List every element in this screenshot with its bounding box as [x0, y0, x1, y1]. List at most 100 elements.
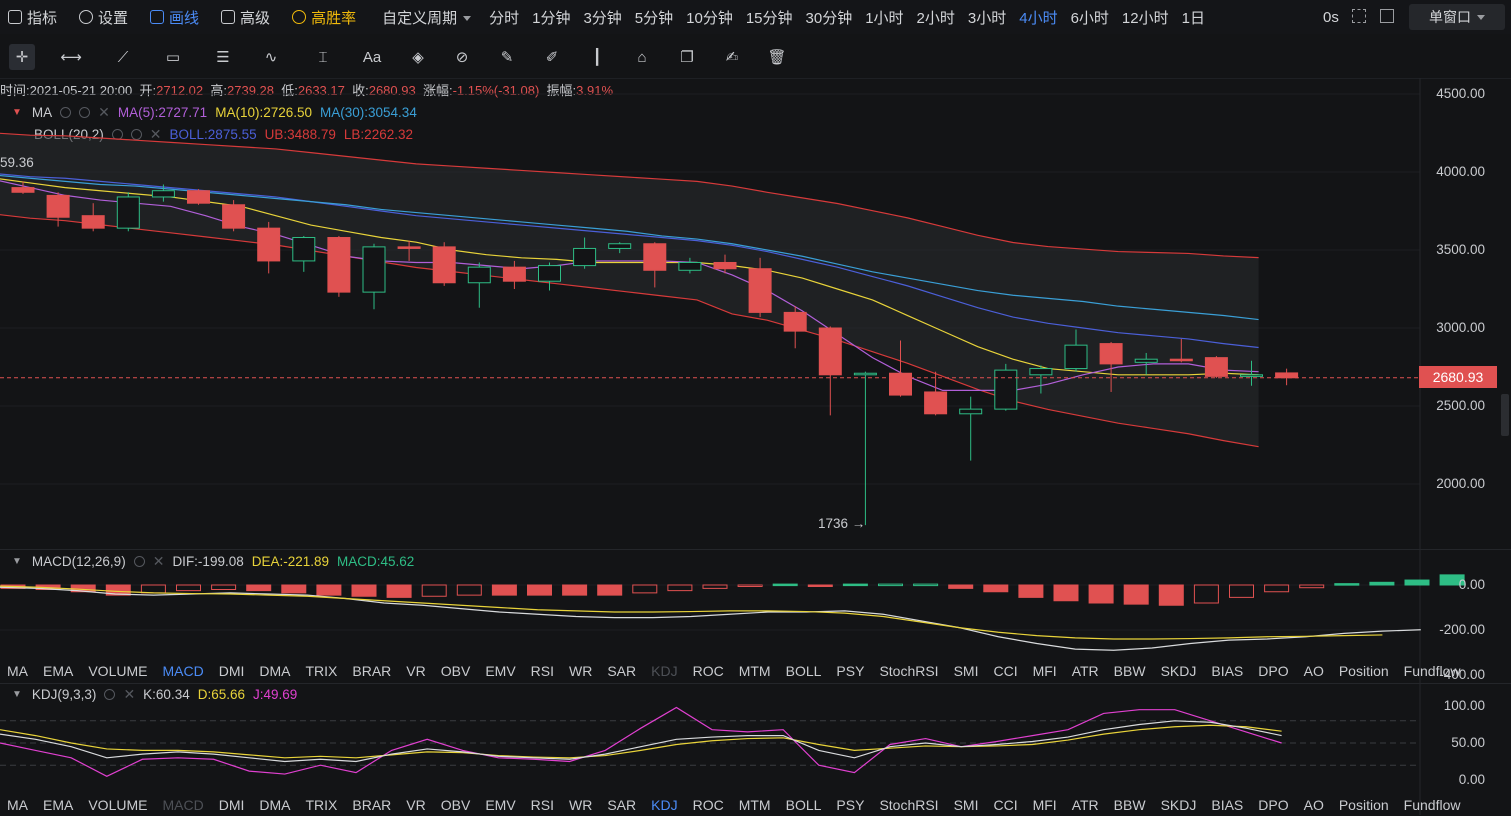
indicator-tab-mtm[interactable]: MTM — [738, 663, 771, 679]
indicator-tab-bbw[interactable]: BBW — [1113, 797, 1146, 813]
indicator-tab-atr[interactable]: ATR — [1071, 797, 1099, 813]
period-3[interactable]: 5分钟 — [634, 9, 674, 27]
copy-tool-icon[interactable]: ❐ — [680, 49, 694, 66]
lock-tool-icon[interactable]: ⌂ — [637, 48, 647, 66]
indicator-tab-vr[interactable]: VR — [406, 797, 426, 813]
wave-tool-icon[interactable]: ∿ — [264, 49, 278, 66]
indicator-tab-ma[interactable]: MA — [7, 797, 28, 813]
fullscreen-icon[interactable] — [1352, 9, 1366, 23]
period-4[interactable]: 10分钟 — [686, 9, 733, 27]
popout-icon[interactable] — [1380, 9, 1394, 23]
winrate-button[interactable]: 高胜率 — [292, 7, 356, 28]
indicator-tab-volume[interactable]: VOLUME — [88, 663, 148, 679]
custom-period-dropdown[interactable]: 自定义周期 — [382, 7, 472, 28]
indicator-tab-wr[interactable]: WR — [569, 663, 593, 679]
indicator-tab-mfi[interactable]: MFI — [1032, 797, 1057, 813]
edit-tool-icon[interactable]: ✍ — [725, 49, 739, 66]
indicator-tab-mfi[interactable]: MFI — [1032, 663, 1057, 679]
highlighter-tool-icon[interactable]: ✐ — [545, 49, 559, 66]
period-1[interactable]: 1分钟 — [532, 9, 571, 27]
period-10[interactable]: 4小时 — [1019, 9, 1058, 27]
period-7[interactable]: 1小时 — [865, 9, 904, 27]
indicator-tab-trix[interactable]: TRIX — [305, 663, 338, 679]
magnet-tool-icon[interactable]: ⊘ — [455, 49, 469, 66]
indicator-tab-dpo[interactable]: DPO — [1258, 797, 1289, 813]
indicator-tab-atr[interactable]: ATR — [1071, 663, 1099, 679]
indicator-tab-skdj[interactable]: SKDJ — [1160, 663, 1197, 679]
period-12[interactable]: 12小时 — [1121, 9, 1169, 27]
period-11[interactable]: 6小时 — [1070, 9, 1109, 27]
rectangle-tool-icon[interactable]: ▭ — [165, 49, 181, 66]
indicator-tab-psy[interactable]: PSY — [836, 663, 865, 679]
horizontal-line-tool-icon[interactable]: ⟷ — [60, 49, 82, 66]
indicator-tab-cci[interactable]: CCI — [993, 797, 1018, 813]
indicator-tab-dmi[interactable]: DMI — [218, 797, 245, 813]
period-9[interactable]: 3小时 — [967, 9, 1007, 27]
trend-line-tool-icon[interactable]: ⟋ — [117, 48, 129, 66]
period-6[interactable]: 30分钟 — [805, 9, 853, 27]
indicator-tab-vr[interactable]: VR — [406, 663, 426, 679]
draw-button[interactable]: 画线 — [150, 7, 199, 28]
indicator-tab-brar[interactable]: BRAR — [352, 797, 392, 813]
close-icon[interactable]: ✕ — [123, 686, 136, 702]
indicator-tab-stochrsi[interactable]: StochRSI — [879, 663, 939, 679]
gear-icon[interactable] — [104, 689, 116, 700]
indicator-tab-kdj[interactable]: KDJ — [651, 663, 678, 679]
indicator-tab-position[interactable]: Position — [1338, 797, 1389, 813]
indicator-tab-rsi[interactable]: RSI — [530, 663, 555, 679]
parallel-channel-tool-icon[interactable]: ☰ — [216, 49, 230, 66]
indicator-tab-fundflow[interactable]: Fundflow — [1403, 797, 1461, 813]
indicator-tab-emv[interactable]: EMV — [485, 797, 516, 813]
indicator-tab-smi[interactable]: SMI — [953, 797, 979, 813]
period-0[interactable]: 分时 — [489, 9, 520, 27]
indicator-tab-sar[interactable]: SAR — [607, 663, 637, 679]
indicator-tab-obv[interactable]: OBV — [440, 797, 471, 813]
period-5[interactable]: 15分钟 — [745, 9, 793, 27]
indicator-tab-boll[interactable]: BOLL — [785, 797, 822, 813]
indicator-tab-ema[interactable]: EMA — [43, 663, 74, 679]
indicator-tab-obv[interactable]: OBV — [440, 663, 471, 679]
indicator-tab-sar[interactable]: SAR — [607, 797, 637, 813]
advanced-button[interactable]: 高级 — [221, 7, 270, 28]
indicator-tab-fundflow[interactable]: Fundflow — [1403, 663, 1461, 679]
indicator-tab-bias[interactable]: BIAS — [1211, 663, 1244, 679]
indicator-tab-ao[interactable]: AO — [1303, 797, 1324, 813]
collapse-arrow-icon[interactable]: ▼ — [12, 689, 22, 700]
indicator-tab-ma[interactable]: MA — [7, 663, 28, 679]
indicator-tab-emv[interactable]: EMV — [485, 663, 516, 679]
indicator-tab-brar[interactable]: BRAR — [352, 663, 392, 679]
indicator-tab-bias[interactable]: BIAS — [1211, 797, 1244, 813]
indicator-tab-dmi[interactable]: DMI — [218, 663, 245, 679]
indicator-tab-dpo[interactable]: DPO — [1258, 663, 1289, 679]
measure-tool-icon[interactable]: ⌶ — [318, 48, 328, 66]
indicator-tab-trix[interactable]: TRIX — [305, 797, 338, 813]
indicator-tab-stochrsi[interactable]: StochRSI — [879, 797, 939, 813]
period-2[interactable]: 3分钟 — [583, 9, 622, 27]
indicator-tab-bbw[interactable]: BBW — [1113, 663, 1146, 679]
period-8[interactable]: 2小时 — [916, 9, 955, 27]
collapse-arrow-icon[interactable]: ▼ — [12, 107, 22, 118]
collapse-arrow-icon[interactable]: ▼ — [12, 556, 22, 567]
period-13[interactable]: 1日 — [1181, 9, 1205, 27]
close-icon[interactable]: ✕ — [98, 104, 110, 120]
eye-icon[interactable] — [60, 107, 72, 118]
settings-button[interactable]: 设置 — [79, 7, 128, 28]
indicator-tab-psy[interactable]: PSY — [836, 797, 865, 813]
indicators-button[interactable]: 指标 — [8, 7, 57, 28]
indicator-tab-boll[interactable]: BOLL — [785, 663, 822, 679]
indicator-tab-volume[interactable]: VOLUME — [88, 797, 148, 813]
indicator-tab-ao[interactable]: AO — [1303, 663, 1324, 679]
indicator-tab-rsi[interactable]: RSI — [530, 797, 555, 813]
indicator-tab-roc[interactable]: ROC — [692, 797, 724, 813]
indicator-tab-macd[interactable]: MACD — [162, 663, 204, 679]
fib-tool-icon[interactable]: ◈ — [412, 49, 424, 66]
resize-handle-icon[interactable] — [1501, 394, 1509, 436]
gear-icon[interactable] — [79, 107, 91, 118]
indicator-tab-dma[interactable]: DMA — [259, 797, 291, 813]
indicator-tab-position[interactable]: Position — [1338, 663, 1389, 679]
indicator-tab-kdj[interactable]: KDJ — [651, 797, 678, 813]
close-icon[interactable]: ✕ — [152, 553, 165, 569]
gear-icon[interactable] — [133, 556, 145, 567]
window-mode-dropdown[interactable]: 单窗口 — [1409, 4, 1505, 30]
